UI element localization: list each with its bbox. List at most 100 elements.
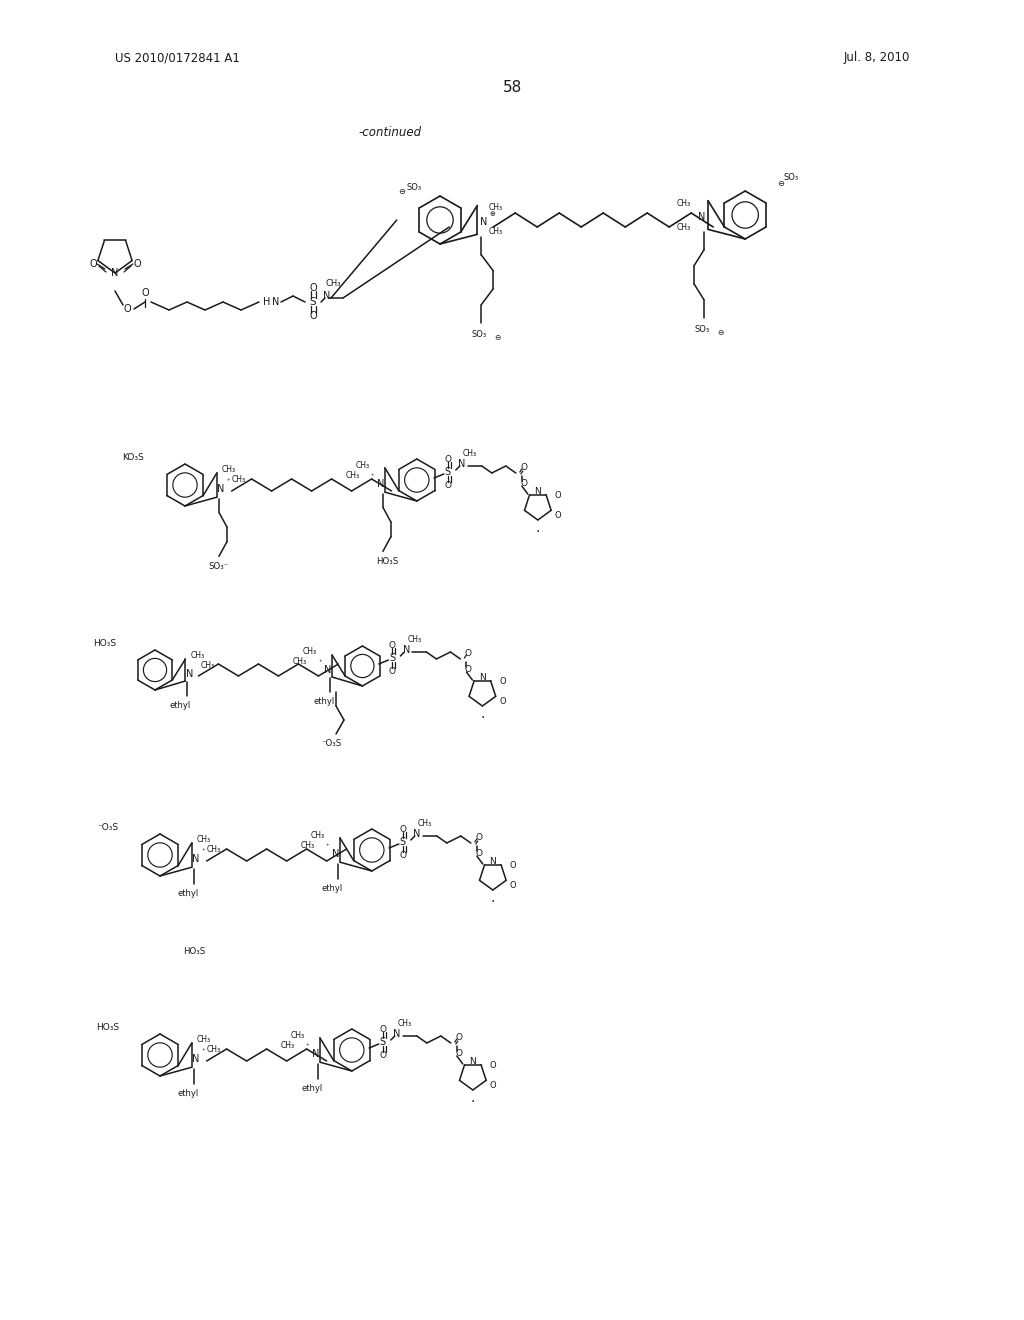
Text: O: O bbox=[456, 1049, 462, 1059]
Text: O: O bbox=[141, 288, 148, 298]
Text: CH₃: CH₃ bbox=[418, 820, 432, 829]
Text: O: O bbox=[123, 304, 131, 314]
Text: N: N bbox=[479, 673, 485, 682]
Text: O: O bbox=[389, 640, 396, 649]
Text: S: S bbox=[309, 297, 316, 308]
Text: O: O bbox=[555, 491, 561, 500]
Text: S: S bbox=[399, 837, 406, 847]
Text: ⁺: ⁺ bbox=[318, 660, 322, 667]
Text: ⊖: ⊖ bbox=[717, 329, 723, 338]
Text: CH₃: CH₃ bbox=[207, 846, 221, 854]
Text: Jul. 8, 2010: Jul. 8, 2010 bbox=[844, 51, 910, 65]
Text: N: N bbox=[272, 297, 280, 308]
Text: -continued: -continued bbox=[358, 127, 422, 140]
Text: N: N bbox=[393, 1030, 400, 1039]
Text: SO₃: SO₃ bbox=[472, 330, 486, 339]
Text: ethyl: ethyl bbox=[177, 1089, 199, 1098]
Text: N: N bbox=[217, 484, 224, 494]
Text: N: N bbox=[324, 290, 331, 301]
Text: SO₃: SO₃ bbox=[694, 325, 710, 334]
Text: CH₃: CH₃ bbox=[303, 648, 317, 656]
Text: CH₃: CH₃ bbox=[397, 1019, 412, 1028]
Text: SO₃⁻: SO₃⁻ bbox=[209, 562, 229, 572]
Text: O: O bbox=[555, 511, 561, 520]
Text: .: . bbox=[490, 891, 495, 906]
Text: ⁺: ⁺ bbox=[227, 479, 230, 484]
Text: ⁺: ⁺ bbox=[306, 1044, 310, 1049]
Text: ⁺: ⁺ bbox=[202, 1049, 206, 1055]
Text: N: N bbox=[312, 1049, 319, 1059]
Text: .: . bbox=[471, 1092, 475, 1105]
Text: SO₃: SO₃ bbox=[783, 173, 799, 181]
Text: ethyl: ethyl bbox=[322, 884, 342, 894]
Text: ethyl: ethyl bbox=[170, 701, 191, 710]
Text: N: N bbox=[698, 213, 706, 222]
Text: CH₃: CH₃ bbox=[197, 836, 211, 845]
Text: O: O bbox=[444, 480, 452, 490]
Text: N: N bbox=[185, 669, 194, 678]
Text: N: N bbox=[458, 459, 466, 469]
Text: CH₃: CH₃ bbox=[293, 657, 307, 667]
Text: O: O bbox=[510, 882, 516, 891]
Text: CH₃: CH₃ bbox=[488, 227, 502, 236]
Text: ⁺: ⁺ bbox=[202, 849, 206, 855]
Text: N: N bbox=[377, 479, 385, 488]
Text: N: N bbox=[193, 1053, 200, 1064]
Text: O: O bbox=[499, 697, 506, 706]
Text: CH₃: CH₃ bbox=[677, 223, 691, 231]
Text: N: N bbox=[535, 487, 542, 496]
Text: US 2010/0172841 A1: US 2010/0172841 A1 bbox=[115, 51, 240, 65]
Text: HO₃S: HO₃S bbox=[183, 948, 205, 957]
Text: S: S bbox=[380, 1038, 386, 1047]
Text: CH₃: CH₃ bbox=[408, 635, 422, 644]
Text: HO₃S: HO₃S bbox=[93, 639, 117, 648]
Text: CH₃: CH₃ bbox=[355, 461, 370, 470]
Text: CH₃: CH₃ bbox=[463, 450, 477, 458]
Text: O: O bbox=[389, 667, 396, 676]
Text: O: O bbox=[399, 850, 407, 859]
Text: O: O bbox=[475, 850, 482, 858]
Text: HO₃S: HO₃S bbox=[96, 1023, 120, 1031]
Text: N: N bbox=[489, 858, 497, 866]
Text: ⁻O₃S: ⁻O₃S bbox=[97, 822, 119, 832]
Text: H: H bbox=[263, 297, 270, 308]
Text: O: O bbox=[379, 1051, 386, 1060]
Text: N: N bbox=[325, 665, 332, 675]
Text: ⁺: ⁺ bbox=[326, 843, 330, 850]
Text: CH₃: CH₃ bbox=[301, 841, 315, 850]
Text: O: O bbox=[475, 833, 482, 842]
Text: O: O bbox=[444, 454, 452, 463]
Text: O: O bbox=[520, 463, 527, 473]
Text: CH₃: CH₃ bbox=[677, 198, 691, 207]
Text: ⊖: ⊖ bbox=[398, 187, 406, 197]
Text: 58: 58 bbox=[503, 81, 521, 95]
Text: O: O bbox=[499, 677, 506, 686]
Text: CH₃: CH₃ bbox=[311, 830, 325, 840]
Text: .: . bbox=[480, 708, 484, 721]
Text: S: S bbox=[444, 467, 451, 477]
Text: O: O bbox=[89, 259, 97, 269]
Text: CH₃: CH₃ bbox=[190, 652, 205, 660]
Text: CH₃: CH₃ bbox=[201, 661, 214, 671]
Text: N: N bbox=[469, 1057, 476, 1067]
Text: O: O bbox=[379, 1024, 386, 1034]
Text: O: O bbox=[520, 479, 527, 488]
Text: O: O bbox=[309, 312, 316, 321]
Text: N: N bbox=[112, 268, 119, 279]
Text: .: . bbox=[536, 521, 540, 535]
Text: N: N bbox=[402, 645, 410, 655]
Text: CH₃: CH₃ bbox=[488, 203, 502, 213]
Text: CH₃: CH₃ bbox=[281, 1040, 295, 1049]
Text: ⊖: ⊖ bbox=[777, 178, 784, 187]
Text: CH₃: CH₃ bbox=[291, 1031, 305, 1040]
Text: ⁻O₃S: ⁻O₃S bbox=[322, 739, 342, 748]
Text: SO₃: SO₃ bbox=[407, 182, 422, 191]
Text: CH₃: CH₃ bbox=[207, 1045, 221, 1055]
Text: ⊕: ⊕ bbox=[489, 211, 496, 216]
Text: HO₃S: HO₃S bbox=[376, 557, 398, 566]
Text: O: O bbox=[133, 259, 141, 269]
Text: ⊖: ⊖ bbox=[494, 333, 501, 342]
Text: O: O bbox=[456, 1034, 462, 1043]
Text: KO₃S: KO₃S bbox=[122, 453, 144, 462]
Text: ⁺: ⁺ bbox=[371, 474, 375, 480]
